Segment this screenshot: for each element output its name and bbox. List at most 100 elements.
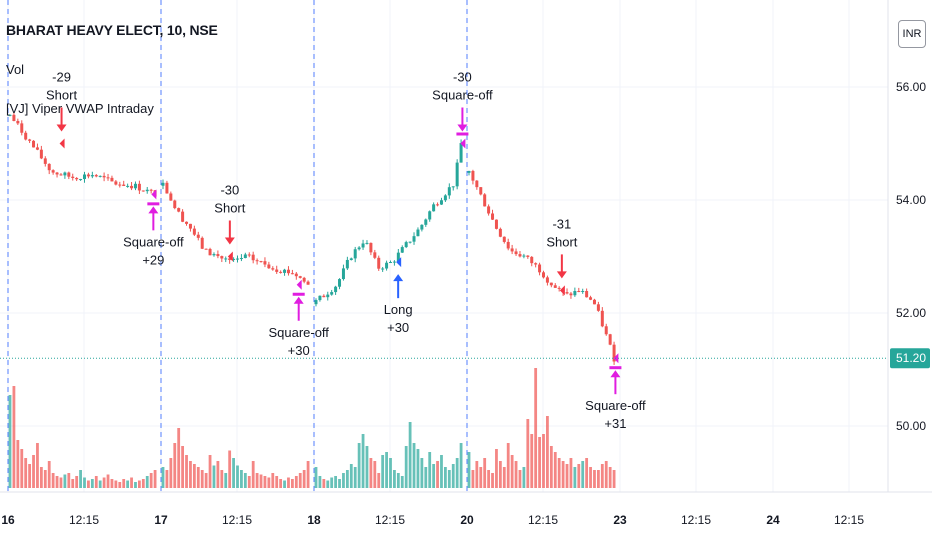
- volume-bar: [32, 455, 35, 488]
- candle-body: [71, 176, 75, 178]
- signal-arrow-head: [293, 296, 304, 304]
- volume-bar: [224, 473, 228, 488]
- candle-body: [306, 281, 310, 285]
- signal-qty: +29: [142, 252, 164, 267]
- candle-body: [491, 213, 495, 220]
- volume-bar: [177, 428, 181, 488]
- candle-body: [392, 261, 396, 263]
- candle-body: [208, 248, 212, 256]
- time-tick-label: 12:15: [222, 513, 252, 527]
- volume-bar: [98, 480, 102, 488]
- volume-bar: [20, 449, 24, 488]
- volume-bar: [8, 395, 12, 488]
- volume-legend[interactable]: Vol: [6, 62, 25, 77]
- volume-bar: [345, 470, 349, 488]
- candle-body: [420, 224, 424, 230]
- time-axis[interactable]: 16 12:15 17 12:15 18 12:15 20 12:15 23 12:15 24 12:…: [0, 491, 932, 527]
- candle-body: [506, 241, 510, 249]
- candle-body: [585, 290, 589, 298]
- candle-body: [212, 254, 216, 256]
- candle-body: [133, 183, 137, 189]
- volume-bar: [126, 480, 130, 488]
- volume-bar: [357, 443, 361, 488]
- volume-bar: [326, 480, 330, 488]
- last-price-badge: [890, 348, 930, 369]
- symbol-title[interactable]: BHARAT HEAVY ELECT, 10, NSE: [6, 22, 218, 38]
- volume-bar: [498, 461, 502, 488]
- candle-body: [126, 185, 130, 187]
- session-separators: [7, 0, 468, 492]
- candle-body: [137, 183, 141, 191]
- candle-body: [377, 257, 381, 269]
- volume-bar: [302, 470, 306, 488]
- candle-body: [608, 334, 612, 345]
- signal-marker: [151, 189, 157, 200]
- candle-body: [385, 262, 389, 269]
- candle-body: [412, 236, 416, 242]
- volume-bar: [83, 477, 86, 488]
- candle-body: [251, 254, 255, 261]
- volume-bar: [67, 473, 71, 488]
- volume-bar: [349, 464, 353, 488]
- volume-bar: [259, 474, 263, 488]
- time-tick-label: 12:15: [681, 513, 711, 527]
- volume-bar: [447, 470, 451, 488]
- candle-body: [236, 258, 239, 260]
- volume-bar: [424, 467, 428, 488]
- candle-body: [573, 291, 577, 296]
- candle-body: [259, 261, 263, 263]
- candle-body: [404, 242, 408, 248]
- signal-bar: [456, 132, 469, 136]
- signal-marker: [296, 279, 302, 290]
- candle-body: [553, 285, 557, 288]
- candle-body: [330, 292, 334, 295]
- candle-body: [498, 228, 502, 237]
- volume-bar: [475, 461, 479, 488]
- volume-bar: [432, 464, 436, 488]
- candle-body: [83, 174, 86, 180]
- candle-body: [365, 242, 369, 244]
- candle-body: [514, 251, 518, 255]
- candle-body: [286, 269, 290, 274]
- volume-bar: [196, 467, 200, 488]
- signal-arrow-head: [393, 274, 404, 282]
- signal-qty: -30: [220, 183, 239, 198]
- volume-bar: [137, 480, 141, 488]
- volume-bar: [373, 461, 377, 488]
- volume-bar: [290, 479, 294, 488]
- candle-body: [24, 132, 28, 140]
- signal-label: Short: [214, 201, 245, 216]
- signal-bar: [147, 202, 160, 206]
- volume-bar: [404, 446, 408, 488]
- volume-bar: [451, 464, 455, 488]
- volume-bar: [47, 461, 51, 488]
- candle-body: [110, 177, 114, 182]
- candle-body: [204, 248, 208, 250]
- candle-body: [185, 221, 189, 224]
- candle-body: [86, 174, 90, 177]
- price-axis[interactable]: 56.00 54.00 52.00 50.00 51.20: [887, 0, 930, 492]
- currency-button[interactable]: INR: [898, 20, 926, 48]
- volume-bar: [396, 473, 400, 488]
- volume-bar: [389, 458, 392, 488]
- volume-bar: [228, 450, 232, 488]
- volume-bar: [534, 368, 538, 488]
- candle-body: [479, 187, 483, 195]
- volume-bar: [522, 467, 526, 488]
- candle-body: [169, 193, 173, 201]
- volume-bar: [87, 480, 90, 488]
- candle-body: [424, 219, 428, 225]
- indicator-legend[interactable]: [VJ] Viper VWAP Intraday: [6, 101, 154, 116]
- volume-bar: [24, 458, 28, 488]
- volume-bar: [243, 473, 247, 488]
- volume-bar: [279, 479, 283, 488]
- candle-body: [98, 175, 102, 177]
- volume-bar: [428, 452, 432, 488]
- volume-bar: [381, 455, 385, 488]
- candle-body: [247, 254, 251, 256]
- volume-bar: [506, 443, 510, 488]
- volume-bar: [118, 482, 122, 488]
- volume-bar: [55, 476, 59, 488]
- candle-body: [357, 247, 361, 250]
